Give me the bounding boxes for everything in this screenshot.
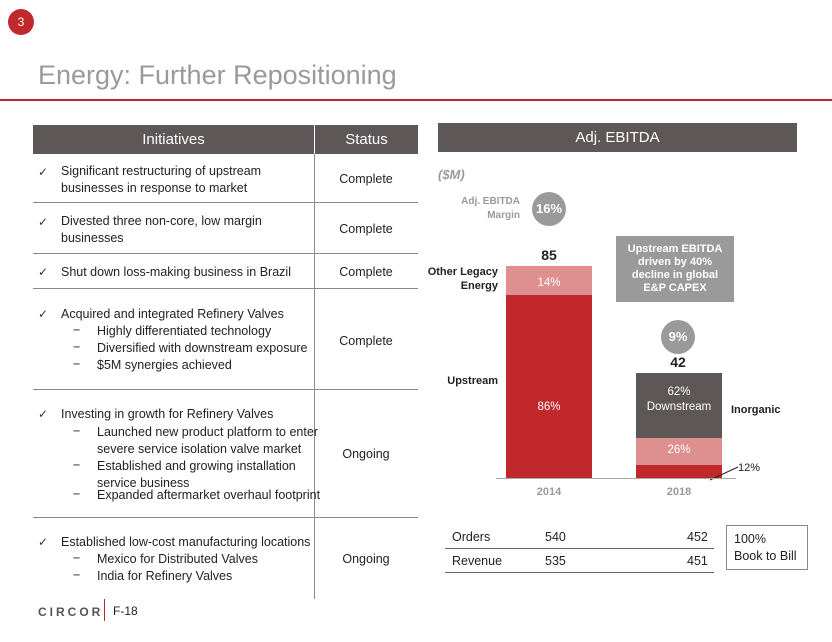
table-row-5-status: Ongoing	[342, 447, 390, 461]
metric-revenue-label: Revenue	[452, 554, 503, 568]
table-row-3-status: Complete	[339, 265, 393, 279]
x-tick-2018: 2018	[666, 486, 692, 498]
dash-bullet: −	[73, 340, 81, 354]
table-header-status: Status	[315, 125, 418, 154]
bar-2014: 86% 14%	[506, 265, 592, 478]
dash-bullet: −	[73, 568, 81, 582]
table-row-4-sub-2: Diversified with downstream exposure	[97, 341, 308, 355]
dash-bullet: −	[73, 424, 81, 438]
table-row-5-initiative: Investing in growth for Refinery Valves	[61, 407, 274, 421]
metric-divider	[445, 572, 714, 573]
book-to-bill-box: 100% Book to Bill	[726, 525, 808, 570]
bar-2018-inorganic-segment: 62% Downstream	[636, 373, 722, 439]
row-divider	[33, 517, 418, 518]
metric-divider	[445, 548, 714, 549]
metric-orders-label: Orders	[452, 530, 491, 544]
footer-page-number: F-18	[113, 604, 138, 618]
page-title: Energy: Further Repositioning	[38, 60, 397, 90]
table-row-6-status: Ongoing	[342, 552, 390, 566]
metric-orders-2014: 540	[545, 530, 566, 544]
bar-2018: 26% 62% Downstream	[636, 373, 722, 478]
check-icon: ✓	[38, 407, 49, 421]
check-icon: ✓	[38, 307, 49, 321]
bar-2018-upstream-segment	[636, 465, 722, 478]
row-divider	[33, 288, 418, 289]
table-row-5-sub-2: Established and growing installation serv…	[97, 459, 296, 490]
dash-bullet: −	[73, 551, 81, 565]
title-divider	[0, 99, 832, 101]
legend-other-legacy-energy: Other Legacy Energy	[427, 266, 498, 292]
bar-2014-upstream-label: 86%	[537, 401, 561, 414]
bar-2014-other-label: 14%	[537, 276, 561, 289]
chart-header: Adj. EBITDA	[438, 123, 797, 152]
table-row-6-sub-2: India for Refinery Valves	[97, 569, 233, 583]
bar-total-2014: 85	[541, 247, 557, 263]
dash-bullet: −	[73, 323, 81, 337]
table-row-2-initiative: Divested three non-core, low margin busin…	[61, 214, 262, 245]
dash-bullet: −	[73, 458, 81, 472]
metric-orders-2018: 452	[687, 530, 708, 544]
bar-2014-other-segment: 14%	[506, 265, 592, 296]
bar-total-2018: 42	[670, 354, 686, 370]
margin-bubble-2014: 16%	[532, 192, 566, 226]
legend-upstream: Upstream	[447, 375, 498, 387]
table-row-1-status: Complete	[339, 172, 393, 186]
table-row-3-initiative: Shut down loss-making business in Brazil	[61, 265, 291, 279]
table-row-5-sub-1: Launched new product platform to enter se…	[97, 425, 318, 456]
metric-revenue-2018: 451	[687, 554, 708, 568]
table-row-6-sub-1: Mexico for Distributed Valves	[97, 552, 258, 566]
company-logo: CIRCOR	[38, 605, 104, 619]
check-icon: ✓	[38, 535, 49, 549]
check-icon: ✓	[38, 265, 49, 279]
check-icon: ✓	[38, 165, 49, 179]
x-tick-2014: 2014	[536, 486, 562, 498]
callout-box: Upstream EBITDA driven by 40% decline in…	[616, 236, 734, 302]
metric-revenue-2014: 535	[545, 554, 566, 568]
bar-2018-other-segment: 26%	[636, 438, 722, 466]
bar-2018-upstream-label: 12%	[738, 462, 761, 474]
row-divider	[33, 253, 418, 254]
footer-divider	[104, 599, 105, 621]
margin-bubble-2018: 9%	[661, 320, 695, 354]
table-row-4-sub-1: Highly differentiated technology	[97, 324, 272, 338]
table-row-4-sub-3: $5M synergies achieved	[97, 358, 232, 372]
table-row-4-status: Complete	[339, 334, 393, 348]
column-divider	[314, 154, 315, 599]
row-divider	[33, 389, 418, 390]
chart-units: ($M)	[438, 167, 465, 182]
table-row-6-initiative: Established low-cost manufacturing locat…	[61, 535, 311, 549]
bar-2014-upstream-segment: 86%	[506, 295, 592, 478]
bar-2018-inorganic-label: 62% Downstream	[646, 386, 712, 413]
table-row-5-sub-3: Expanded aftermarket overhaul footprint	[97, 488, 321, 502]
table-row-4-initiative: Acquired and integrated Refinery Valves	[61, 307, 284, 321]
check-icon: ✓	[38, 215, 49, 229]
x-axis	[496, 478, 736, 479]
row-divider	[33, 202, 418, 203]
legend-inorganic: Inorganic	[731, 404, 781, 416]
table-row-2-status: Complete	[339, 222, 393, 236]
page-number-badge: 3	[8, 9, 34, 35]
table-row-1-initiative: Significant restructuring of upstream bus…	[61, 164, 262, 195]
margin-label: Adj. EBITDA Margin	[461, 196, 520, 221]
dash-bullet: −	[73, 357, 81, 371]
table-header-initiatives: Initiatives	[33, 125, 314, 154]
dash-bullet: −	[73, 487, 81, 501]
leader-line-12	[709, 466, 739, 481]
bar-2018-other-label: 26%	[667, 444, 691, 457]
